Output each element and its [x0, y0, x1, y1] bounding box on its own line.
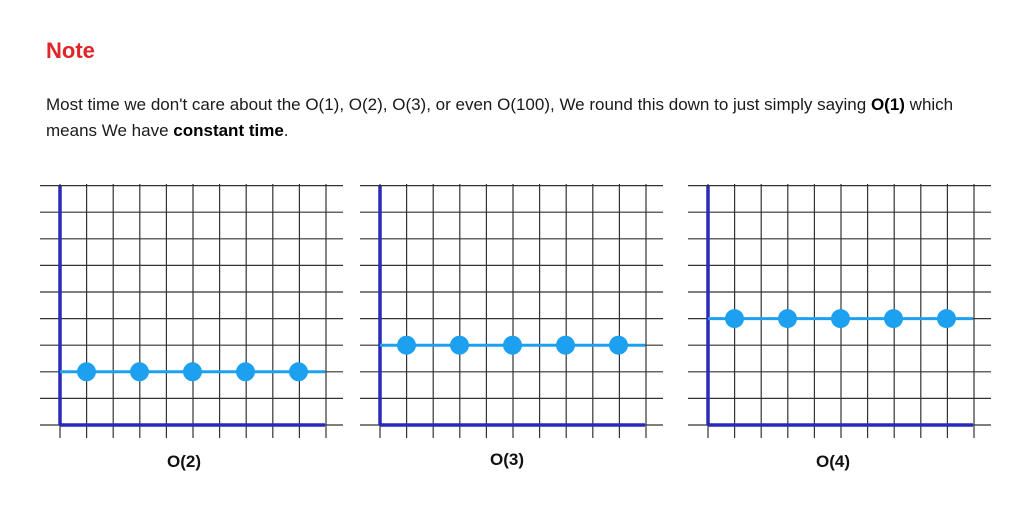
paragraph-bold-o1: O(1): [870, 95, 905, 114]
chart-o2-svg: [40, 184, 343, 438]
data-point: [397, 335, 416, 355]
chart-o2-caption: O(2): [167, 452, 201, 471]
data-point: [183, 362, 202, 382]
chart-o3-caption: O(3): [490, 450, 524, 469]
paragraph-text-2: which means We have: [46, 95, 954, 140]
data-point: [130, 362, 149, 382]
data-point: [289, 362, 308, 382]
data-point: [725, 309, 744, 329]
grid-lines: [688, 184, 991, 438]
chart-o2: [40, 182, 345, 440]
paragraph-text-1: Most time we don't care about the O(1), …: [46, 95, 871, 114]
data-point: [778, 309, 797, 329]
data-point: [556, 335, 575, 355]
data-point: [831, 309, 850, 329]
chart-o3-svg: [360, 184, 663, 438]
data-point: [609, 335, 628, 355]
data-point: [450, 335, 469, 355]
chart-o4: [688, 182, 993, 440]
data-point: [77, 362, 96, 382]
paragraph-bold-constant-time: constant time: [173, 121, 284, 140]
chart-o3: [360, 182, 665, 440]
chart-o4-caption: O(4): [816, 452, 850, 471]
data-point: [884, 309, 903, 329]
note-paragraph: Most time we don't care about the O(1), …: [46, 92, 1006, 144]
paragraph-text-3: .: [283, 121, 289, 140]
note-title: Note: [46, 38, 95, 63]
grid-lines: [40, 184, 343, 438]
chart-o4-svg: [688, 184, 991, 438]
grid-lines: [360, 184, 663, 438]
data-point: [937, 309, 956, 329]
data-point: [503, 335, 522, 355]
data-point: [236, 362, 255, 382]
